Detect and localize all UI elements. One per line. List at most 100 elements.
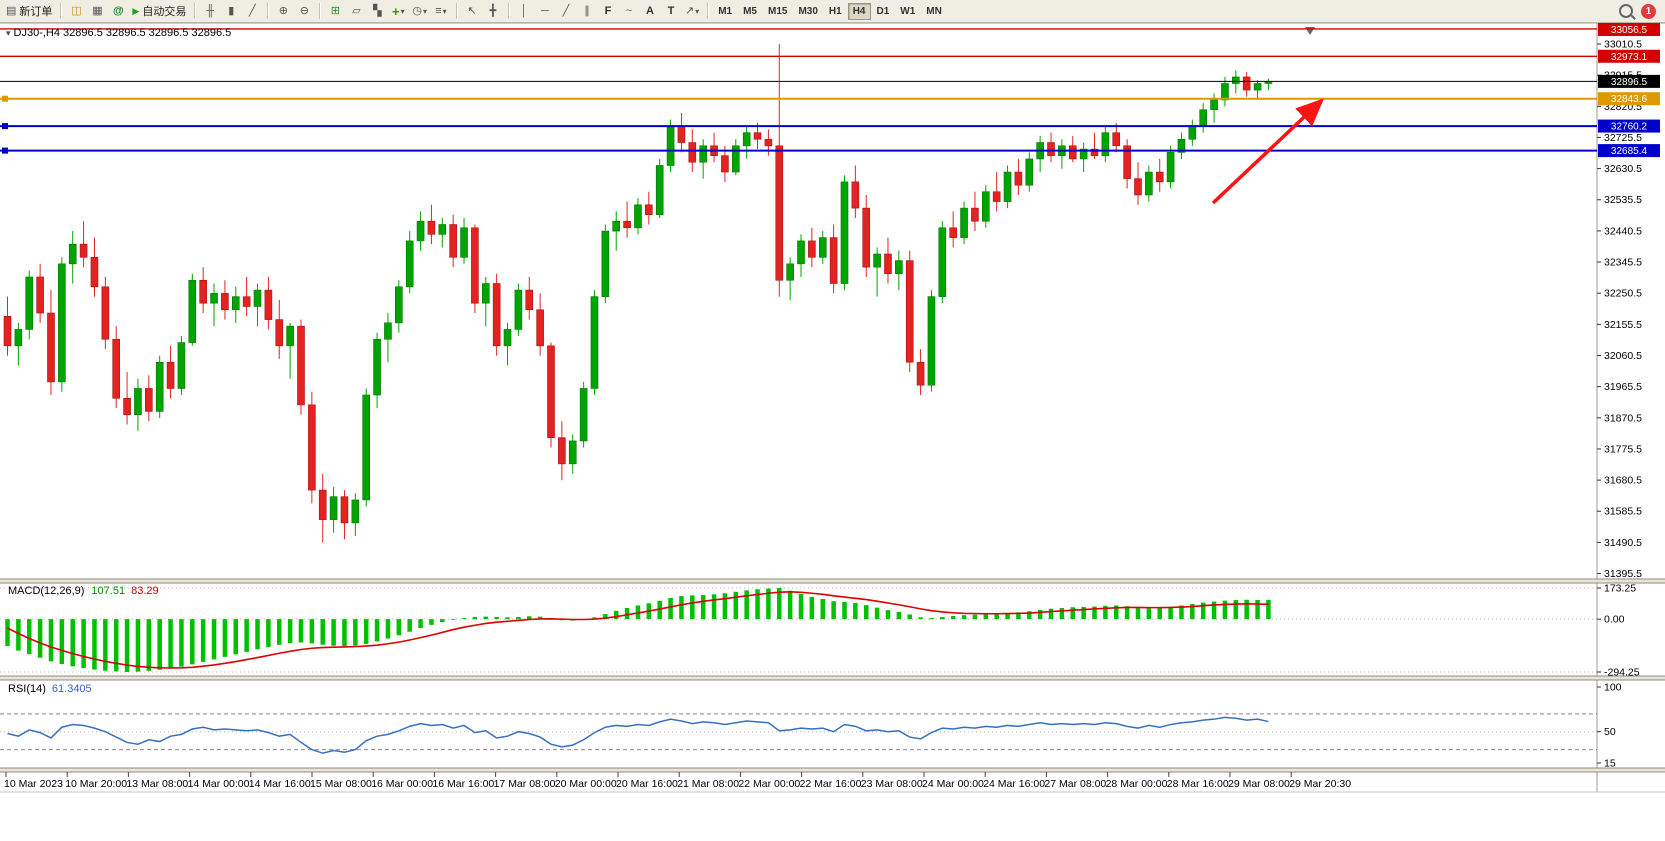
timeframe-m5-button[interactable]: M5 bbox=[738, 3, 762, 20]
zoom-in-button[interactable]: ⊕ bbox=[273, 2, 293, 20]
candle-down bbox=[971, 207, 979, 222]
timeframe-w1-button[interactable]: W1 bbox=[895, 3, 920, 20]
one-click-trading-toggle[interactable]: ▾ bbox=[6, 27, 11, 38]
candle-up bbox=[1101, 132, 1110, 156]
candle-down bbox=[547, 345, 555, 438]
play-icon: ▶ bbox=[132, 5, 140, 16]
candle-up bbox=[1079, 148, 1088, 160]
time-axis[interactable]: 10 Mar 2023 10 Mar 20:00 13 Mar 08:00 14 Ma… bbox=[4, 772, 1351, 790]
horizontal-line-button[interactable]: ─ bbox=[535, 2, 555, 20]
timeframe-mn-button[interactable]: MN bbox=[921, 3, 947, 20]
channel-button[interactable]: ∥ bbox=[577, 2, 597, 20]
timeframe-m1-button[interactable]: M1 bbox=[713, 3, 737, 20]
candle-down bbox=[318, 489, 327, 520]
svg-text:15: 15 bbox=[1604, 757, 1616, 769]
market-watch-button[interactable]: ◫ bbox=[66, 2, 86, 20]
line-chart-icon: ╱ bbox=[249, 4, 256, 17]
navigator-button[interactable]: @ bbox=[108, 2, 128, 20]
candle-up bbox=[58, 263, 66, 383]
panel-separator[interactable] bbox=[0, 768, 1665, 772]
zoom-out-icon: ⊖ bbox=[299, 4, 309, 17]
candle-down bbox=[308, 404, 316, 491]
time-label: 20 Mar 16:00 bbox=[616, 778, 678, 790]
text-button[interactable]: A bbox=[640, 2, 660, 20]
time-label: 29 Mar 20:30 bbox=[1289, 778, 1351, 790]
rsi-panel: 100 50 15 bbox=[0, 682, 1622, 769]
clock-icon: ◷ bbox=[412, 4, 422, 17]
vertical-line-button[interactable]: │ bbox=[514, 2, 534, 20]
candle-up bbox=[177, 342, 186, 389]
data-window-button[interactable]: ▦ bbox=[87, 2, 107, 20]
time-label: 13 Mar 08:00 bbox=[126, 778, 188, 790]
candle-up bbox=[1232, 76, 1240, 84]
timeframe-m15-button[interactable]: M15 bbox=[763, 3, 792, 20]
timeframe-h1-button[interactable]: H1 bbox=[824, 3, 847, 20]
timeframe-d1-button[interactable]: D1 bbox=[872, 3, 895, 20]
panel-separator[interactable] bbox=[0, 579, 1665, 583]
candle-up bbox=[612, 220, 621, 232]
tile-windows-button[interactable]: ⊞ bbox=[325, 2, 345, 20]
indicators-button[interactable]: ≡ ▾ bbox=[431, 2, 451, 20]
trendline-button[interactable]: ╱ bbox=[556, 2, 576, 20]
cursor-button[interactable]: ↖ bbox=[462, 2, 482, 20]
macd-signal-line bbox=[7, 591, 1269, 669]
macd-histogram bbox=[5, 588, 1271, 672]
search-icon[interactable] bbox=[1619, 4, 1633, 18]
shapes-button[interactable]: ↗ ▾ bbox=[682, 2, 702, 20]
hline-handle[interactable] bbox=[2, 95, 8, 102]
candle-down bbox=[949, 227, 957, 238]
chart-bars-button[interactable]: ╫ bbox=[200, 2, 220, 20]
trend-arrow[interactable] bbox=[1211, 98, 1325, 205]
candle-down bbox=[862, 207, 871, 268]
new-chart-button[interactable]: + ▾ bbox=[388, 2, 408, 20]
candle-up bbox=[786, 263, 794, 281]
svg-text:32630.5: 32630.5 bbox=[1604, 163, 1642, 175]
periods-button[interactable]: ◷ ▾ bbox=[409, 2, 430, 20]
price-tag bbox=[1598, 49, 1660, 63]
candle-down bbox=[492, 283, 501, 347]
notification-badge[interactable]: 1 bbox=[1641, 3, 1656, 19]
candle-up bbox=[1145, 171, 1153, 196]
candle-up bbox=[960, 207, 968, 238]
panel-separator[interactable] bbox=[0, 676, 1665, 680]
candlestick-series bbox=[3, 44, 1273, 543]
new-order-button[interactable]: ▤ 新订单 bbox=[3, 2, 55, 20]
zoom-out-button[interactable]: ⊖ bbox=[294, 2, 314, 20]
candle-up bbox=[797, 240, 805, 265]
candle-down bbox=[47, 312, 55, 383]
timeframe-h4-button[interactable]: H4 bbox=[847, 2, 871, 20]
candle-down bbox=[79, 243, 88, 258]
arrange-windows-button[interactable]: ▚ bbox=[367, 2, 387, 20]
candle-up bbox=[1210, 99, 1218, 111]
time-label: 10 Mar 2023 bbox=[4, 778, 63, 790]
hline-handle[interactable] bbox=[2, 123, 8, 130]
candle-up bbox=[1177, 138, 1186, 153]
hline-handle[interactable] bbox=[2, 147, 8, 154]
wave-button[interactable]: ~ bbox=[619, 2, 639, 20]
svg-text:31490.5: 31490.5 bbox=[1604, 537, 1642, 549]
svg-text:0.00: 0.00 bbox=[1604, 614, 1625, 626]
text-label-button[interactable]: T bbox=[661, 2, 681, 20]
vertical-line-icon: │ bbox=[520, 4, 528, 17]
candle-up bbox=[514, 289, 523, 330]
price-tag-label: 33056.5 bbox=[1611, 25, 1648, 36]
main-toolbar: ▤ 新订单 ◫ ▦ @ ▶ 自动交易 ╫ ▮ ╱ ⊕ ⊖ ⊞ ▱ ▚ + ▾ ◷ ▾ ≡ ▾ ↖ ╋ │ ─ ╱ ∥ F ~ A T ↗ ▾ M1… bbox=[0, 0, 1665, 23]
candle-up bbox=[1221, 83, 1229, 101]
timeframe-m30-button[interactable]: M30 bbox=[793, 3, 822, 20]
time-label: 22 Mar 00:00 bbox=[738, 778, 800, 790]
chart-candles-button[interactable]: ▮ bbox=[221, 2, 241, 20]
candle-down bbox=[688, 142, 697, 163]
crosshair-button[interactable]: ╋ bbox=[483, 2, 503, 20]
candle-down bbox=[753, 132, 762, 140]
chart-line-button[interactable]: ╱ bbox=[242, 2, 262, 20]
candle-down bbox=[558, 437, 566, 465]
candle-down bbox=[677, 125, 686, 143]
candle-up bbox=[460, 227, 468, 258]
chart-shift-marker[interactable] bbox=[1305, 27, 1315, 35]
cascade-windows-button[interactable]: ▱ bbox=[346, 2, 366, 20]
candle-down bbox=[199, 279, 207, 304]
auto-trading-button[interactable]: ▶ 自动交易 bbox=[129, 2, 189, 20]
fibonacci-button[interactable]: F bbox=[598, 2, 618, 20]
candlestick-icon: ▮ bbox=[228, 4, 235, 17]
text-label-icon: T bbox=[667, 4, 675, 17]
